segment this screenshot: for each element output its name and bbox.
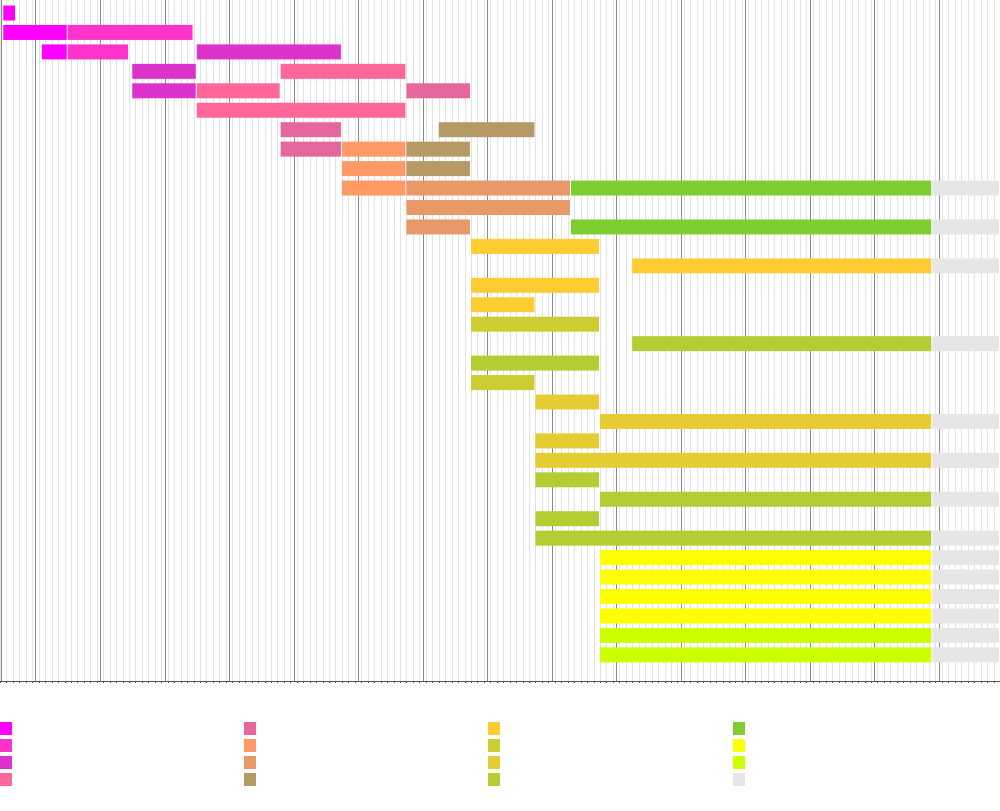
legend-swatch — [0, 739, 12, 752]
gantt-bar — [470, 316, 599, 332]
legend-item — [0, 756, 12, 769]
gantt-bar — [600, 627, 932, 643]
gantt-bar — [41, 44, 67, 60]
gantt-bar — [535, 452, 932, 468]
legend-item — [244, 773, 256, 786]
legend-swatch — [488, 739, 500, 752]
gantt-bar — [406, 200, 570, 215]
gantt-bar — [932, 627, 999, 643]
legend-swatch — [488, 756, 500, 769]
gantt-bar — [932, 491, 999, 507]
gantt-bar — [570, 219, 932, 235]
gantt-bar — [932, 219, 999, 235]
legend-swatch — [488, 722, 500, 735]
gantt-bar — [196, 102, 406, 118]
gantt-bar — [632, 336, 932, 352]
gantt-bar — [341, 180, 406, 196]
gantt-bar — [600, 589, 932, 604]
gantt-bar — [132, 63, 196, 79]
legend-swatch — [488, 773, 500, 786]
gantt-bar — [3, 24, 67, 40]
gantt-bar — [932, 569, 999, 585]
legend-item — [0, 722, 12, 735]
gantt-bar — [406, 161, 470, 177]
gantt-bar — [600, 647, 932, 663]
gantt-bar — [535, 433, 599, 449]
gantt-bar — [932, 336, 999, 352]
legend-item — [733, 739, 745, 752]
gantt-bar — [600, 550, 932, 566]
gantt-bar — [600, 413, 932, 429]
legend-swatch — [244, 739, 256, 752]
gantt-bar — [535, 511, 599, 527]
legend-swatch — [733, 756, 745, 769]
gantt-chart — [0, 0, 1000, 683]
gantt-bar — [406, 180, 570, 196]
gantt-bar — [470, 355, 599, 371]
gantt-bar — [67, 44, 129, 60]
gantt-bar — [600, 491, 932, 507]
legend-swatch — [733, 739, 745, 752]
gantt-bar — [570, 180, 932, 196]
legend-item — [488, 773, 500, 786]
gantt-bar — [196, 44, 341, 60]
gantt-bar — [600, 569, 932, 585]
gantt-bar — [470, 375, 535, 391]
gantt-bar — [535, 394, 599, 410]
legend-item — [244, 756, 256, 769]
gantt-bar — [280, 122, 341, 138]
gantt-bar — [67, 24, 193, 40]
gantt-bar — [932, 452, 999, 468]
gantt-bar — [932, 258, 999, 274]
gantt-bar — [600, 608, 932, 624]
legend-item — [244, 739, 256, 752]
gantt-bar — [932, 589, 999, 604]
gantt-bar — [196, 83, 280, 99]
gantt-bar — [470, 277, 599, 293]
legend — [0, 722, 1000, 792]
legend-swatch — [244, 722, 256, 735]
legend-item — [0, 773, 12, 786]
gantt-bar — [932, 530, 999, 546]
legend-swatch — [0, 722, 12, 735]
legend-swatch — [244, 773, 256, 786]
gantt-bar — [932, 608, 999, 624]
legend-swatch — [733, 722, 745, 735]
legend-item — [488, 739, 500, 752]
legend-item — [733, 722, 745, 735]
legend-swatch — [733, 773, 745, 786]
gantt-bar — [132, 83, 196, 99]
legend-item — [488, 722, 500, 735]
gantt-bar — [3, 5, 16, 21]
legend-item — [733, 756, 745, 769]
gantt-bar — [932, 647, 999, 663]
x-axis — [0, 681, 1000, 683]
legend-swatch — [0, 756, 12, 769]
legend-item — [488, 756, 500, 769]
legend-swatch — [0, 773, 12, 786]
gantt-bar — [280, 63, 406, 79]
gantt-bar — [470, 238, 599, 254]
gantt-bar — [932, 180, 999, 196]
gantt-bar — [535, 472, 599, 488]
gantt-bar — [280, 141, 341, 157]
gantt-bar — [470, 297, 535, 313]
legend-item — [0, 739, 12, 752]
gantt-bar — [932, 413, 999, 429]
legend-item — [244, 722, 256, 735]
gantt-bar — [341, 141, 406, 157]
gantt-bar — [932, 550, 999, 566]
legend-item — [733, 773, 745, 786]
legend-swatch — [244, 756, 256, 769]
gantt-bar — [632, 258, 932, 274]
gantt-bar — [438, 122, 535, 138]
gantt-bar — [341, 161, 406, 177]
gantt-bar — [406, 83, 470, 99]
gantt-bar — [535, 530, 932, 546]
bar-layer — [3, 5, 999, 663]
gantt-bar — [406, 219, 470, 235]
gantt-bar — [406, 141, 470, 157]
